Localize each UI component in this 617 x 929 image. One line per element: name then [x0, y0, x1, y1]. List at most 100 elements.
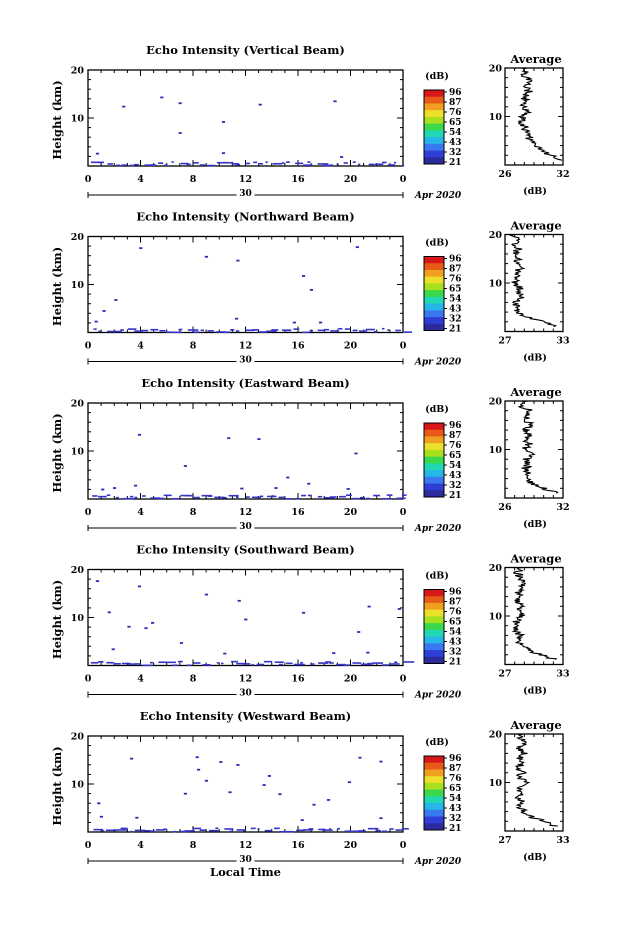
colorbar-segment — [424, 762, 444, 770]
echo-point — [204, 593, 209, 596]
colorbar-segment — [424, 449, 444, 458]
colorbar-segment — [424, 629, 444, 637]
x-tick-label: 20 — [344, 341, 358, 352]
echo-point — [160, 96, 164, 99]
colorbar-segment — [424, 776, 444, 784]
low-echo — [352, 830, 363, 833]
low-echo — [324, 496, 335, 499]
low-echo — [221, 496, 227, 499]
echo-point — [127, 625, 131, 628]
low-echo — [403, 661, 415, 663]
low-echo — [274, 827, 280, 830]
low-echo — [150, 497, 161, 499]
low-echo — [165, 661, 176, 664]
colorbar-tick-label: 32 — [449, 148, 462, 158]
echo-point — [332, 652, 336, 655]
x-tick-label: 4 — [137, 174, 144, 185]
colorbar-segment — [424, 256, 444, 264]
y-tick-label: 20 — [71, 399, 85, 410]
avg-x-tick-label: 33 — [556, 835, 569, 846]
colorbar-segment — [424, 310, 444, 318]
low-echo — [150, 328, 159, 331]
plot-frame — [87, 568, 404, 667]
colorbar-tick-label: 54 — [449, 128, 462, 138]
colorbar-segment — [424, 816, 444, 824]
low-echo — [193, 827, 201, 830]
colorbar-tick-label: 43 — [449, 804, 462, 814]
low-echo — [293, 328, 300, 330]
panel-1: Echo Intensity (Vertical Beam) Height (km… — [50, 43, 570, 201]
x-tick-label: 0 — [85, 341, 92, 352]
low-echo — [216, 662, 219, 664]
low-echo — [208, 495, 213, 497]
echo-point — [312, 803, 316, 806]
echo-point — [102, 310, 106, 312]
colorbar-tick-label: 76 — [449, 441, 462, 451]
low-echo — [115, 496, 119, 499]
colorbar-segment — [424, 303, 444, 311]
low-echo — [293, 663, 305, 666]
low-echo — [396, 497, 406, 500]
colorbar-tick-label: 54 — [449, 794, 462, 804]
echo-point — [355, 246, 359, 249]
low-echo — [193, 496, 200, 499]
average-xlabel: (dB) — [523, 519, 547, 530]
low-echo — [258, 331, 268, 333]
colorbar-segment — [424, 137, 444, 145]
echo-point — [262, 784, 266, 786]
low-echo — [115, 829, 127, 831]
low-echo — [317, 495, 323, 498]
low-echo — [106, 494, 111, 496]
colorbar-segment — [424, 103, 444, 111]
x-tick-label: 12 — [239, 174, 252, 185]
echo-point — [99, 815, 104, 818]
echo-point — [179, 642, 184, 644]
echo-point — [221, 121, 226, 123]
colorbar-segment — [424, 602, 444, 611]
low-echo — [163, 828, 168, 831]
low-echo — [401, 828, 409, 830]
low-echo — [107, 163, 113, 165]
low-echo — [266, 330, 277, 333]
low-echo — [318, 828, 326, 831]
low-echo — [223, 161, 234, 164]
low-echo — [251, 663, 254, 666]
y-tick-label: 10 — [71, 114, 85, 125]
low-echo — [403, 331, 412, 333]
x-tick-label: 0 — [85, 674, 92, 685]
average-profile-line — [517, 400, 559, 494]
low-echo — [215, 331, 226, 333]
x-tick-label: 4 — [137, 507, 144, 518]
low-echo — [330, 330, 340, 332]
echo-point — [286, 476, 290, 479]
y-tick-label: 20 — [71, 732, 85, 743]
avg-x-tick-label: 33 — [556, 669, 569, 680]
echo-point — [204, 779, 209, 782]
low-echo — [113, 330, 123, 333]
low-echo — [172, 664, 178, 667]
x-tick-label: 8 — [190, 174, 197, 185]
plot-frame — [87, 69, 404, 167]
colorbar-segment — [424, 643, 444, 651]
low-echo — [393, 161, 397, 164]
date-bar-gap — [236, 354, 255, 364]
avg-y-tick-label: 20 — [489, 64, 503, 75]
colorbar-frame — [423, 422, 445, 498]
low-echo — [245, 496, 250, 498]
y-tick-label: 10 — [71, 613, 85, 624]
low-echo — [263, 660, 273, 663]
colorbar-segment — [424, 756, 444, 764]
avg-x-tick-label: 32 — [556, 502, 569, 513]
low-echo — [286, 329, 291, 332]
plot-frame — [87, 402, 404, 500]
low-echo — [106, 661, 114, 664]
colorbar-tick-label: 32 — [449, 814, 462, 824]
low-echo — [274, 661, 284, 664]
colorbar-tick-label: 43 — [449, 305, 462, 315]
low-echo — [309, 329, 314, 332]
avg-x-tick-label: 26 — [498, 169, 512, 180]
low-echo — [171, 331, 182, 334]
low-echo — [382, 327, 385, 330]
low-echo — [336, 663, 346, 666]
avg-x-tick-label: 27 — [498, 336, 511, 347]
